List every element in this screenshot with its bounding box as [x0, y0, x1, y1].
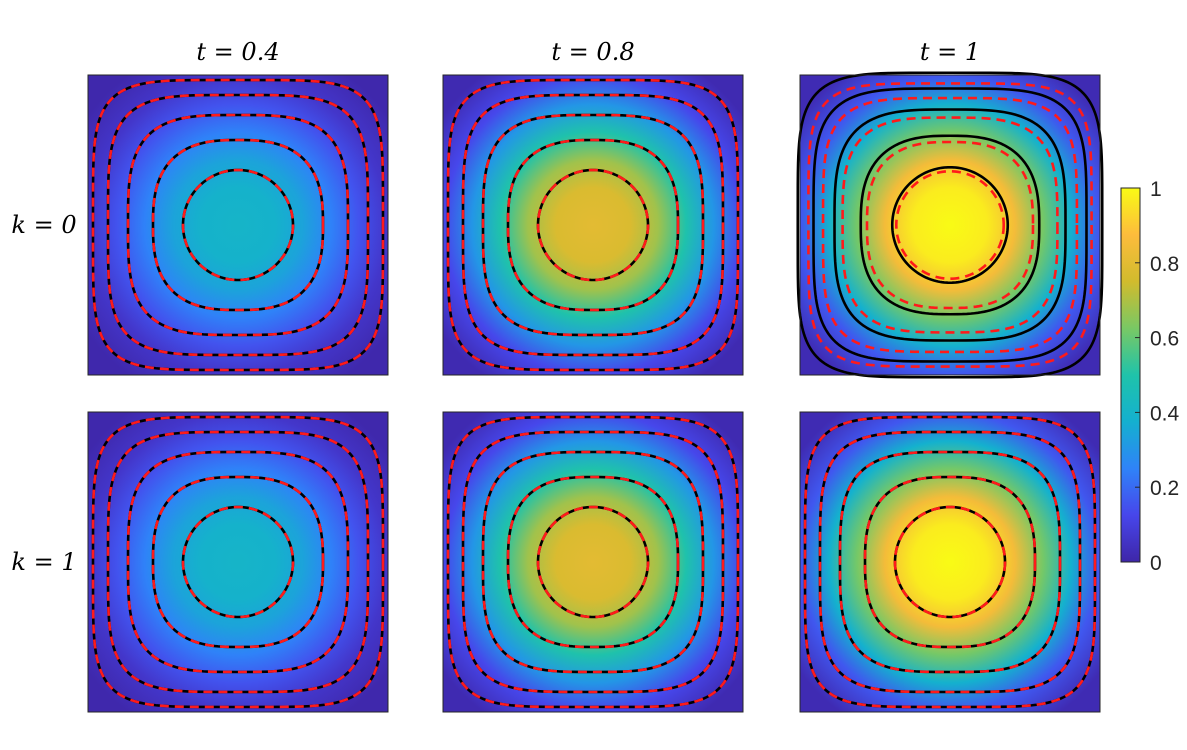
contour-solid-2 [151, 475, 325, 649]
colorbar-tick-label: 0 [1150, 552, 1162, 575]
contour-solid-2 [506, 138, 680, 312]
colorbar-tick-label: 0.8 [1150, 253, 1179, 276]
contour-dashed-3 [841, 116, 1059, 334]
contour-dashed-1 [894, 169, 1006, 281]
panel-k0-t0_4 [87, 74, 389, 376]
colorbar: 0 0.2 0.4 0.6 0.8 1 [1120, 178, 1180, 575]
contour-solid-2 [859, 134, 1041, 316]
colorbar-tick-label: 0.4 [1150, 402, 1180, 425]
row-labels: k = 0 k = 1 [11, 211, 76, 576]
contour-dashed-4 [461, 93, 725, 357]
panel-k0-t1 [796, 71, 1104, 379]
panel-frame [442, 74, 744, 376]
contour-dashed-5 [807, 82, 1093, 368]
contour-solid-3 [833, 108, 1067, 342]
panel-frame [442, 411, 744, 713]
contour-dashed-4 [461, 430, 725, 694]
column-title-2: t = 0.8 [551, 38, 634, 66]
contour-dashed-4 [106, 93, 370, 357]
contour-dashed-4 [106, 430, 370, 694]
contour-dashed-4 [818, 430, 1082, 694]
panel-frame [799, 74, 1101, 376]
colorbar-tick-label: 1 [1150, 178, 1162, 201]
contour-dashed-5 [91, 78, 385, 372]
contour-dashed-5 [803, 415, 1097, 709]
panel-grid [87, 71, 1104, 713]
panel-k1-t0_8 [442, 411, 744, 713]
heat-field [88, 412, 388, 712]
colorbar-tick-label: 0.6 [1150, 328, 1179, 351]
contour-dashed-5 [446, 78, 740, 372]
contour-solid-1 [890, 165, 1010, 285]
column-title-3: t = 1 [920, 38, 980, 66]
contour-dashed-3 [126, 113, 350, 337]
panel-frame [87, 411, 389, 713]
heat-field [443, 75, 743, 375]
contour-dashed-1 [536, 168, 650, 282]
panel-k1-t0_4 [87, 411, 389, 713]
row-label-1: k = 0 [11, 211, 76, 239]
contour-solid-5 [796, 71, 1104, 379]
panel-frame [799, 411, 1101, 713]
column-title-1: t = 0.4 [196, 38, 279, 66]
colorbar-gradient [1120, 187, 1141, 563]
contour-dashed-1 [893, 505, 1007, 619]
row-label-2: k = 1 [11, 548, 76, 576]
column-titles: t = 0.4 t = 0.8 t = 1 [196, 38, 980, 66]
heat-field [443, 412, 743, 712]
contour-dashed-1 [536, 505, 650, 619]
contour-solid-2 [506, 475, 680, 649]
contour-dashed-3 [481, 450, 705, 674]
contour-dashed-3 [126, 450, 350, 674]
heat-field [88, 75, 388, 375]
heat-field [800, 412, 1100, 712]
contour-dashed-5 [91, 415, 385, 709]
panel-k1-t1 [799, 411, 1101, 713]
contour-dashed-1 [181, 168, 295, 282]
contour-dashed-1 [181, 505, 295, 619]
panel-frame [87, 74, 389, 376]
panel-k0-t0_8 [442, 74, 744, 376]
contour-dashed-5 [446, 415, 740, 709]
contour-dashed-3 [838, 450, 1062, 674]
contour-solid-2 [151, 138, 325, 312]
contour-solid-2 [863, 475, 1037, 649]
heat-field [800, 75, 1100, 375]
colorbar-tick-label: 0.2 [1150, 477, 1179, 500]
contour-solid-4 [812, 87, 1088, 363]
contour-dashed-2 [865, 140, 1035, 310]
contour-dashed-3 [481, 113, 705, 337]
